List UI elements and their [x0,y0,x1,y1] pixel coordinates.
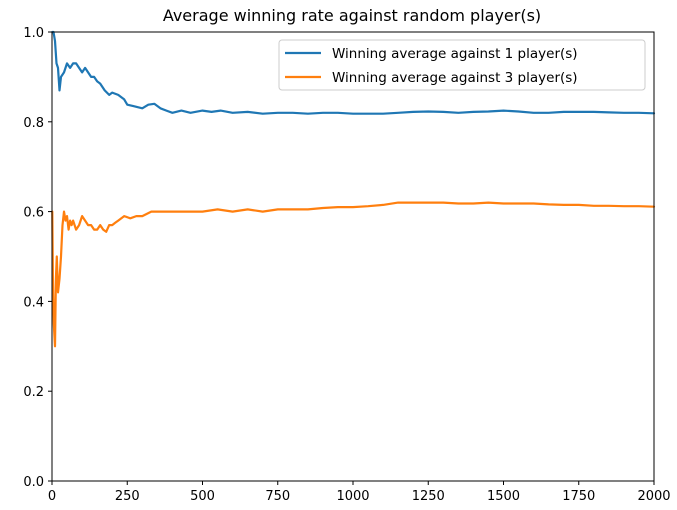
y-axis: 0.0 0.2 0.4 0.6 0.8 1.0 [23,26,52,490]
y-tick-label: 0.0 [23,475,44,490]
series-line-2 [51,201,656,348]
x-tick-label: 750 [265,489,290,504]
x-axis: 0 250 500 750 1000 1250 1500 1750 2000 [48,481,671,504]
legend-label-1-player: Winning average against 1 player(s) [332,46,578,62]
chart-title: Average winning rate against random play… [163,6,541,25]
legend-label-3-player: Winning average against 3 player(s) [332,70,578,86]
x-tick-label: 1250 [412,489,445,504]
x-tick-label: 0 [48,489,56,504]
x-tick-label: 500 [190,489,215,504]
plot-frame [51,31,655,482]
y-tick-label: 0.8 [23,116,44,131]
series-line-1 [51,30,656,115]
x-tick-label: 250 [115,489,140,504]
y-tick-label: 0.6 [23,206,44,221]
x-tick-label: 1500 [487,489,520,504]
y-tick-label: 0.2 [23,385,44,400]
y-tick-label: 0.4 [23,295,44,310]
x-tick-label: 2000 [637,489,670,504]
y-tick-label: 1.0 [23,26,44,41]
legend: Winning average against 1 player(s) Winn… [278,39,646,91]
legend-box [278,39,646,91]
x-tick-label: 1750 [562,489,595,504]
x-tick-label: 1000 [336,489,369,504]
series-group [51,30,656,348]
